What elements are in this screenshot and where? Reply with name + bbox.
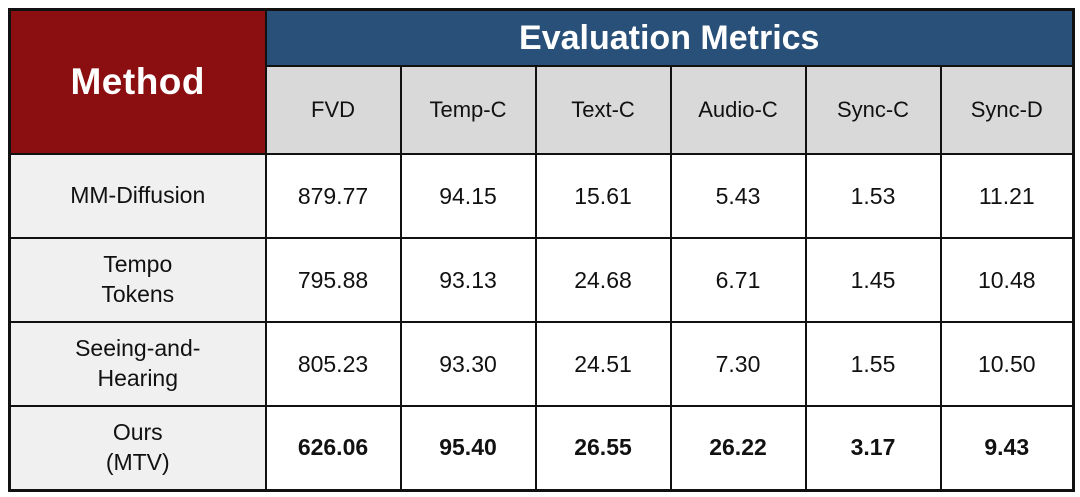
value-cell: 24.51 — [534, 321, 672, 407]
method-header-cell: Method — [8, 8, 267, 155]
value-cell: 26.22 — [669, 405, 807, 491]
table-row-seeing-and-hearing: Seeing-and- Hearing 805.23 93.30 24.51 7… — [8, 321, 1075, 407]
value-cell: 3.17 — [804, 405, 942, 491]
value-cell: 1.55 — [804, 321, 942, 407]
value-cell: 95.40 — [399, 405, 537, 491]
method-name-cell: MM-Diffusion — [8, 153, 267, 239]
value-cell: 879.77 — [264, 153, 402, 239]
value-cell: 6.71 — [669, 237, 807, 323]
column-header-temp-c: Temp-C — [399, 65, 537, 155]
value-cell: 93.30 — [399, 321, 537, 407]
value-cell: 626.06 — [264, 405, 402, 491]
value-cell: 15.61 — [534, 153, 672, 239]
method-name-cell: Seeing-and- Hearing — [8, 321, 267, 407]
value-cell: 795.88 — [264, 237, 402, 323]
column-header-audio-c: Audio-C — [669, 65, 807, 155]
header-row: Method Evaluation Metrics — [8, 8, 1075, 155]
value-cell: 1.45 — [804, 237, 942, 323]
column-header-text-c: Text-C — [534, 65, 672, 155]
value-cell: 24.68 — [534, 237, 672, 323]
value-cell: 1.53 — [804, 153, 942, 239]
value-cell: 7.30 — [669, 321, 807, 407]
table-row-tempo-tokens: Tempo Tokens 795.88 93.13 24.68 6.71 1.4… — [8, 237, 1075, 323]
results-table: Method Evaluation Metrics FVD Temp-C Tex… — [8, 8, 1076, 492]
method-name-cell: Tempo Tokens — [8, 237, 267, 323]
column-header-sync-c: Sync-C — [804, 65, 942, 155]
value-cell: 93.13 — [399, 237, 537, 323]
method-name-cell: Ours (MTV) — [8, 405, 267, 491]
value-cell: 26.55 — [534, 405, 672, 491]
metrics-header-cell: Evaluation Metrics — [264, 8, 1075, 67]
value-cell: 9.43 — [939, 405, 1075, 491]
table-row-ours-mtv: Ours (MTV) 626.06 95.40 26.55 26.22 3.17… — [8, 405, 1075, 491]
column-header-fvd: FVD — [264, 65, 402, 155]
value-cell: 11.21 — [939, 153, 1075, 239]
subheader-row: FVD Temp-C Text-C Audio-C Sync-C Sync-D — [10, 65, 1075, 155]
value-cell: 10.50 — [939, 321, 1075, 407]
value-cell: 5.43 — [669, 153, 807, 239]
table-row-mm-diffusion: MM-Diffusion 879.77 94.15 15.61 5.43 1.5… — [8, 153, 1075, 239]
value-cell: 94.15 — [399, 153, 537, 239]
value-cell: 10.48 — [939, 237, 1075, 323]
value-cell: 805.23 — [264, 321, 402, 407]
column-header-sync-d: Sync-D — [939, 65, 1075, 155]
